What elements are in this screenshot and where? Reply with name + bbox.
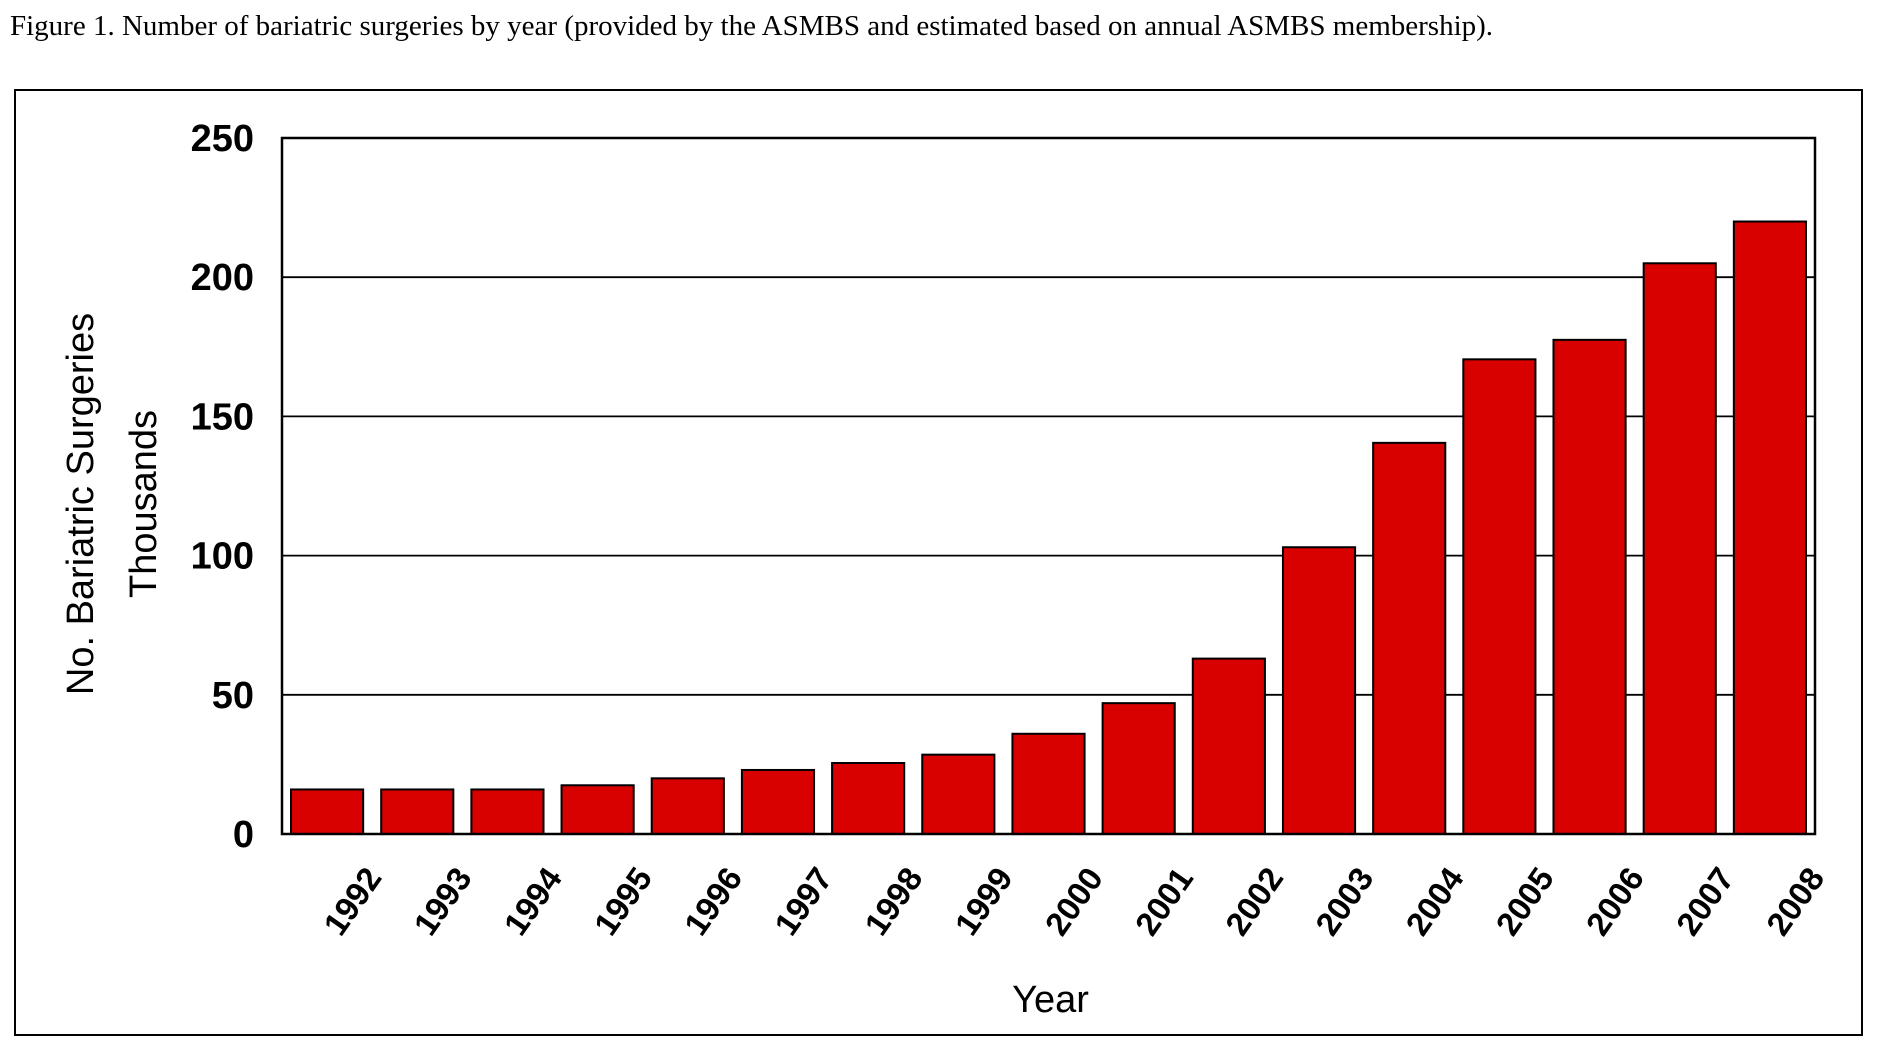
y-tick-label: 250 [191, 118, 254, 160]
bar-2008 [1732, 220, 1807, 835]
x-tick-label: 2005 [1488, 861, 1560, 942]
bar-1999 [921, 753, 996, 836]
y-tick-label: 50 [212, 675, 254, 717]
x-tick-label: 2007 [1669, 861, 1741, 942]
x-tick-label: 1996 [677, 861, 749, 942]
x-tick-label: 1994 [496, 860, 569, 942]
x-tick-label: 1995 [587, 861, 659, 942]
bar-2004 [1372, 441, 1447, 835]
plot-area-border [280, 136, 1817, 836]
x-tick-label: 2002 [1218, 861, 1290, 942]
x-tick-label: 2003 [1308, 861, 1380, 942]
figure-caption: Figure 1. Number of bariatric surgeries … [10, 10, 1494, 42]
y-axis-label: No. Bariatric Surgeries Thousands [60, 313, 165, 695]
x-tick-label: 1999 [947, 861, 1019, 942]
x-axis-ticks: 1992 1993 1994 1995 1996 1997 1998 1999 2000 2001… [316, 860, 1831, 942]
x-tick-label: 1993 [406, 861, 478, 942]
y-axis-label-line1: No. Bariatric Surgeries [60, 313, 102, 695]
chart-frame [14, 89, 1863, 1036]
y-tick-label: 100 [191, 536, 254, 578]
bar-1995 [560, 784, 635, 836]
y-tick-label: 200 [191, 257, 254, 299]
bar-2003 [1281, 546, 1357, 835]
x-tick-label: 1998 [857, 861, 929, 942]
y-axis-ticks: 0 50 100 150 200 250 [191, 118, 254, 856]
bar-1998 [831, 762, 906, 835]
bar-1992 [290, 788, 365, 835]
x-tick-label: 2008 [1759, 861, 1831, 942]
bar-2007 [1642, 262, 1717, 835]
x-tick-label: 1992 [316, 861, 388, 942]
bar-2000 [1011, 732, 1086, 835]
bars [290, 220, 1807, 836]
x-tick-label: 2006 [1579, 861, 1651, 942]
y-tick-label: 150 [191, 396, 254, 438]
x-tick-label: 2000 [1038, 861, 1110, 942]
x-axis-label: Year [1012, 979, 1089, 1021]
x-tick-label: 2004 [1398, 860, 1471, 942]
y-axis-label-line2: Thousands [123, 410, 165, 598]
y-tick-label: 0 [233, 814, 254, 856]
bar-1996 [650, 777, 725, 836]
bar-2002 [1191, 657, 1266, 835]
bar-1997 [740, 768, 816, 836]
bar-1993 [380, 788, 455, 835]
bar-2005 [1462, 358, 1537, 835]
x-tick-label: 1997 [767, 861, 839, 942]
x-tick-label: 2001 [1128, 861, 1200, 942]
bar-1994 [470, 788, 545, 835]
bar-2001 [1101, 702, 1176, 835]
bar-2006 [1552, 338, 1627, 835]
